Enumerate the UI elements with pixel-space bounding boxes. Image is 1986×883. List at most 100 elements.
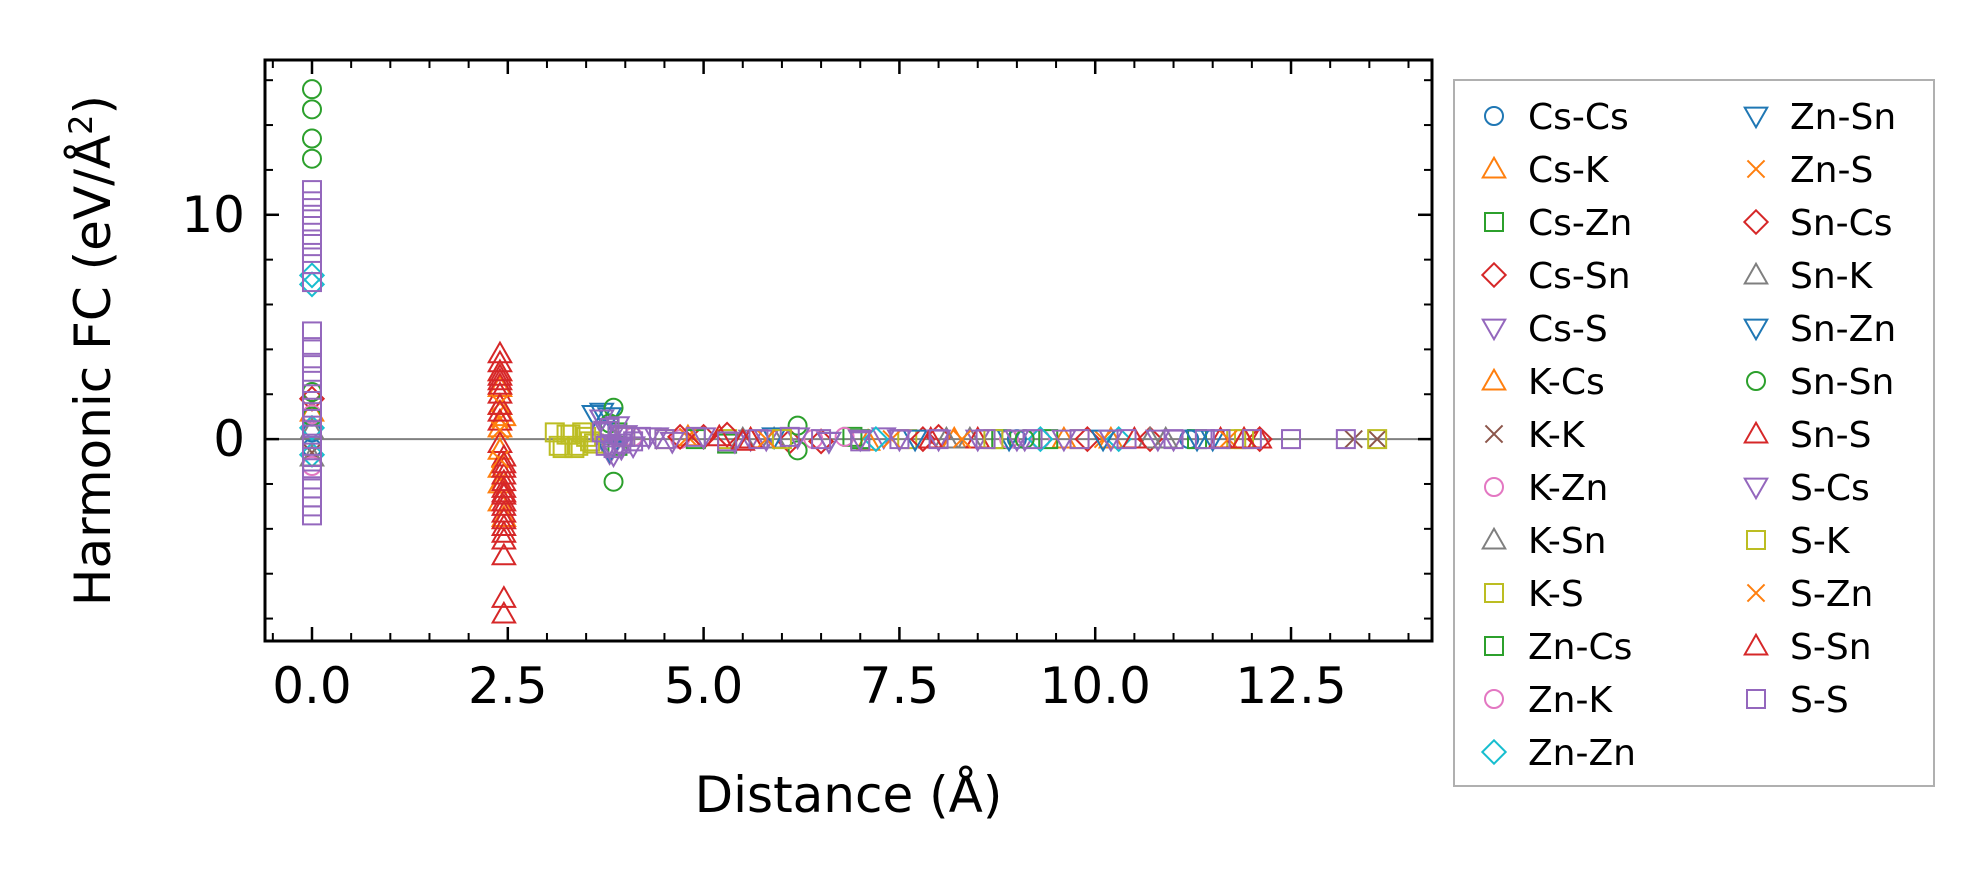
data-point (1022, 429, 1043, 450)
data-point (490, 585, 517, 608)
y-axis-title-main: Harmonic FC (eV/Å (64, 135, 122, 606)
data-point (1210, 429, 1231, 450)
series-s-s (301, 180, 1356, 526)
data-point (301, 99, 322, 120)
legend-label: K-Cs (1528, 362, 1605, 403)
legend-label: Zn-S (1790, 150, 1873, 191)
legend-entry: Sn-Zn (1743, 309, 1896, 350)
data-point (623, 431, 644, 452)
x-tick-label: 0.0 (272, 657, 352, 715)
legend-entry: Zn-S (1746, 150, 1873, 191)
data-point (771, 429, 792, 450)
data-point (787, 440, 808, 461)
legend-label: Cs-Zn (1528, 203, 1632, 244)
data-point (603, 438, 624, 459)
data-point (548, 435, 569, 456)
data-point (301, 435, 322, 456)
data-point (807, 428, 835, 455)
legend-label: Cs-Cs (1528, 97, 1629, 138)
legend-entry: Zn-K (1484, 680, 1613, 721)
legend-marker (1484, 424, 1504, 444)
legend-marker (1746, 371, 1766, 391)
data-point (611, 433, 632, 454)
data-point (301, 79, 322, 100)
axis-ticks: 0.0 2.5 5.0 7.5 10.0 12.5 0 10 (181, 60, 1432, 715)
data-point (301, 402, 322, 423)
data-point (580, 404, 607, 428)
legend-entry: Cs-K (1481, 150, 1610, 191)
x-axis-title: Distance (Å) (695, 766, 1003, 824)
legend-marker (1746, 159, 1766, 179)
data-point (486, 430, 513, 454)
data-point (847, 429, 874, 453)
axes-frame (263, 58, 1434, 643)
data-point (706, 423, 733, 447)
legend-entry: Cs-Zn (1484, 203, 1632, 244)
data-point (544, 422, 565, 443)
data-point (301, 128, 322, 149)
data-point (1163, 429, 1184, 450)
data-point (779, 426, 800, 447)
legend-marker (1481, 318, 1507, 342)
data-point (556, 424, 577, 445)
data-point (1367, 429, 1388, 450)
legend-label: S-S (1790, 680, 1849, 721)
data-point (490, 479, 517, 503)
legend-entry: K-K (1484, 415, 1586, 456)
data-point (928, 429, 949, 450)
data-point (301, 242, 322, 263)
legend-entry: Cs-Sn (1480, 256, 1631, 297)
data-point (615, 426, 636, 447)
data-point (1050, 425, 1077, 449)
legend-entry: K-Cs (1481, 362, 1605, 403)
data-point (1194, 429, 1215, 450)
data-point (301, 366, 322, 387)
data-point (717, 431, 738, 452)
legend-entry: Zn-Sn (1743, 97, 1896, 138)
data-point (685, 426, 706, 447)
data-point (654, 429, 675, 450)
data-point (301, 204, 322, 225)
legend-entry: S-Cs (1743, 468, 1870, 509)
data-point (811, 429, 832, 450)
data-point (1246, 425, 1273, 453)
legend-label: K-S (1528, 574, 1584, 615)
data-point (298, 271, 326, 298)
data-point (1097, 429, 1124, 453)
data-point (301, 390, 322, 411)
series-cs-k (299, 374, 1258, 478)
legend-marker (1480, 738, 1508, 766)
legend-label: Sn-Cs (1790, 203, 1893, 244)
data-point (301, 321, 322, 342)
data-point (486, 398, 513, 422)
data-point (301, 424, 322, 445)
legend-marker (1484, 477, 1504, 497)
data-point (952, 429, 972, 449)
data-point (490, 450, 517, 474)
data-point (490, 513, 517, 537)
data-point (630, 426, 651, 447)
data-point (486, 358, 513, 382)
legend-entry: K-Zn (1484, 468, 1608, 509)
data-point (486, 367, 513, 391)
legend-box (1453, 79, 1935, 787)
x-tick-label: 5.0 (664, 657, 744, 715)
y-axis-title-close: ) (64, 95, 122, 115)
data-point (1003, 429, 1030, 453)
legend-label: S-Zn (1790, 574, 1873, 615)
data-point (591, 422, 612, 443)
data-point (301, 447, 322, 468)
data-point (1335, 429, 1356, 450)
data-point (301, 216, 322, 236)
legend-label: K-K (1528, 415, 1586, 456)
legend-label: Sn-Zn (1790, 309, 1896, 350)
data-point (301, 148, 322, 169)
legend-label: K-Sn (1528, 521, 1607, 562)
data-point (902, 429, 929, 453)
legend-entry: Sn-K (1743, 256, 1874, 297)
legend-marker (1481, 526, 1507, 550)
data-point (490, 600, 517, 624)
legend-marker (1480, 261, 1508, 289)
legend-marker (1743, 477, 1769, 501)
